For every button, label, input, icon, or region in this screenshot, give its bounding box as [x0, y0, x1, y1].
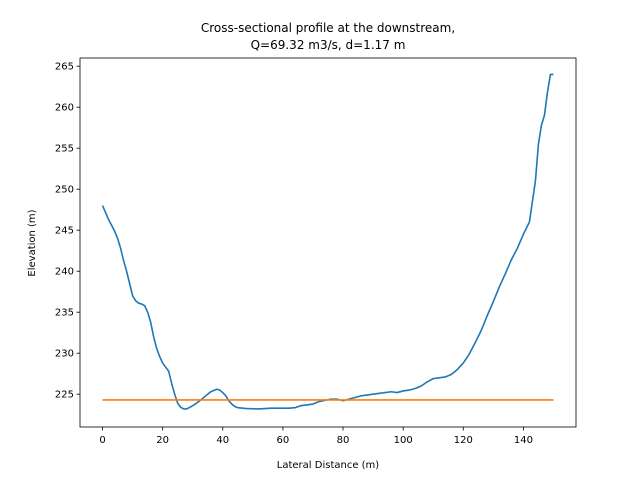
x-tick-label: 80	[337, 435, 350, 446]
plot-area	[101, 73, 554, 410]
x-tick-label: 140	[514, 435, 533, 446]
x-tick-label: 60	[277, 435, 290, 446]
x-tick-label: 40	[216, 435, 229, 446]
chart-title-line-2: Q=69.32 m3/s, d=1.17 m	[251, 38, 406, 52]
series-line-1	[101, 73, 554, 410]
y-tick-label: 225	[55, 390, 74, 401]
y-tick-label: 255	[55, 144, 74, 155]
x-axis: 0 20 40 60 80 100 120 140	[99, 427, 533, 446]
x-tick-label: 120	[454, 435, 473, 446]
chart-title-line-1: Cross-sectional profile at the downstrea…	[201, 21, 455, 35]
y-axis-label: Elevation (m)	[27, 209, 38, 276]
x-tick-label: 0	[99, 435, 105, 446]
plot-frame	[79, 57, 577, 428]
y-axis: 225 230 235 240 245 250 255 260 265	[55, 62, 80, 401]
y-tick-label: 230	[55, 349, 74, 360]
x-tick-label: 20	[156, 435, 169, 446]
y-tick-label: 235	[55, 308, 74, 319]
y-tick-label: 265	[55, 62, 74, 73]
y-tick-label: 260	[55, 103, 74, 114]
y-tick-label: 250	[55, 185, 74, 196]
x-tick-label: 100	[394, 435, 413, 446]
y-tick-label: 240	[55, 267, 74, 278]
x-axis-label: Lateral Distance (m)	[277, 460, 380, 471]
y-tick-label: 245	[55, 226, 74, 237]
